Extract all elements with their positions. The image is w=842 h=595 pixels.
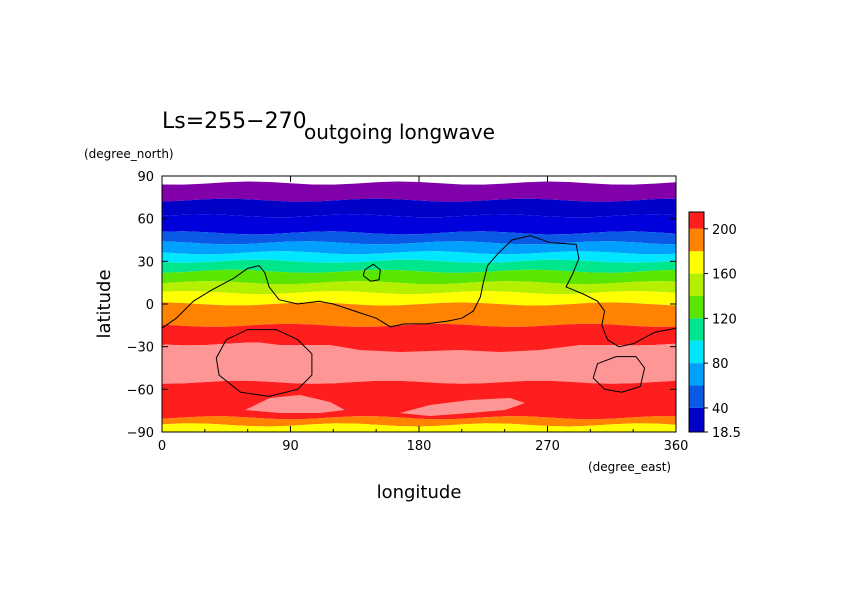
y-tick-label: 60 bbox=[137, 213, 154, 228]
colorbar-swatch bbox=[689, 212, 704, 229]
colorbar-swatch bbox=[689, 251, 704, 274]
heatmap-patches bbox=[162, 332, 676, 416]
y-ticks: 90 60 30 0 −30 −60 −90 bbox=[127, 170, 676, 441]
heatmap-band bbox=[162, 214, 676, 235]
contour-lines bbox=[161, 235, 677, 397]
colorbar-swatches bbox=[689, 212, 704, 432]
heatmap-band bbox=[162, 259, 676, 273]
y-tick-label: −60 bbox=[127, 383, 154, 398]
chart-title: outgoing longwave bbox=[304, 120, 495, 144]
heatmap-band bbox=[162, 281, 676, 295]
pink-patch-south-center bbox=[400, 398, 525, 416]
colorbar: 18.5 40 80 120 160 200 bbox=[688, 211, 741, 441]
heatmap-band bbox=[162, 251, 676, 263]
colorbar-tick-label: 40 bbox=[712, 402, 729, 417]
colorbar-swatch bbox=[689, 273, 704, 296]
colorbar-frame bbox=[688, 211, 705, 433]
x-tick-label: 0 bbox=[158, 439, 166, 454]
plot-area: 0 90 180 270 360 90 60 30 0 −30 −60 −90 bbox=[127, 170, 689, 454]
heatmap-bands bbox=[162, 176, 676, 432]
heatmap-band bbox=[162, 416, 676, 427]
y-axis-label: latitude bbox=[94, 269, 115, 338]
y-tick-label: 0 bbox=[146, 298, 154, 313]
colorbar-tick-label: 200 bbox=[712, 223, 737, 238]
x-tick-label: 90 bbox=[282, 439, 299, 454]
contour-small-island bbox=[362, 263, 381, 282]
y-tick-label: 30 bbox=[137, 255, 154, 270]
colorbar-swatch bbox=[689, 385, 704, 408]
heatmap-band bbox=[162, 181, 676, 202]
pink-patch-south bbox=[245, 395, 345, 413]
y-tick-label: −30 bbox=[127, 341, 154, 356]
colorbar-tick-label: 80 bbox=[712, 357, 729, 372]
colorbar-swatch bbox=[689, 340, 704, 364]
x-ticks: 0 90 180 270 360 bbox=[158, 176, 689, 454]
colorbar-tick-label: 18.5 bbox=[712, 426, 741, 441]
y-tick-label: −90 bbox=[127, 426, 154, 441]
heatmap-band bbox=[162, 241, 676, 255]
y-unit-label: (degree_north) bbox=[84, 147, 174, 161]
colorbar-swatch bbox=[689, 407, 704, 432]
colorbar-tick-label: 120 bbox=[712, 312, 737, 327]
heatmap-band bbox=[162, 231, 676, 245]
heatmap-band bbox=[162, 342, 676, 384]
colorbar-labels: 18.5 40 80 120 160 200 bbox=[704, 223, 741, 441]
colorbar-swatch bbox=[689, 295, 704, 319]
x-tick-label: 360 bbox=[664, 439, 689, 454]
x-unit-label: (degree_east) bbox=[588, 460, 671, 474]
x-axis-label: longitude bbox=[377, 482, 462, 503]
colorbar-swatch bbox=[689, 228, 704, 252]
contour-north-continent bbox=[161, 235, 677, 348]
chart-subtitle: Ls=255−270 bbox=[162, 109, 307, 134]
colorbar-tick-label: 160 bbox=[712, 268, 737, 283]
red-patch-middle bbox=[162, 332, 676, 352]
y-tick-label: 90 bbox=[137, 170, 154, 185]
heatmap-band bbox=[162, 302, 676, 327]
colorbar-swatch bbox=[689, 363, 704, 386]
colorbar-swatch bbox=[689, 318, 704, 341]
heatmap-band bbox=[162, 198, 676, 218]
x-tick-label: 180 bbox=[407, 439, 432, 454]
contour-southeast-region bbox=[592, 356, 646, 393]
x-tick-label: 270 bbox=[535, 439, 560, 454]
contour-southwest-region bbox=[215, 329, 313, 397]
heatmap-band bbox=[162, 269, 676, 285]
